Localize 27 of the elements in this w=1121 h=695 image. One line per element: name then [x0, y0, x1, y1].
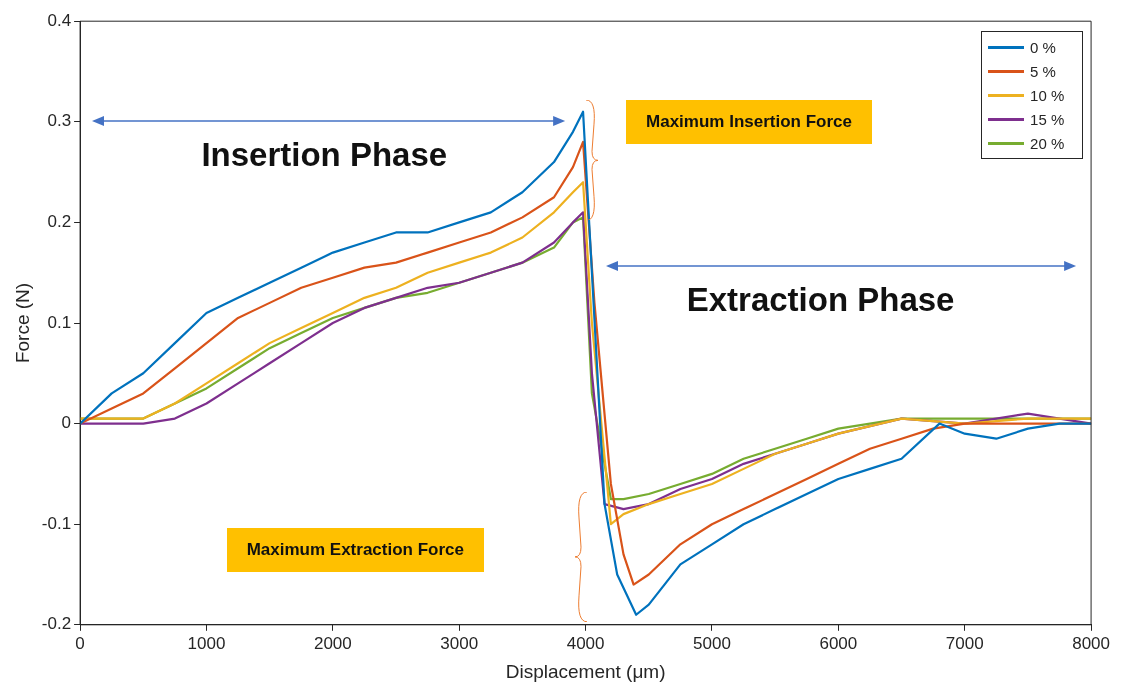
y-tick-label: 0.3	[47, 111, 72, 131]
y-tick-label: 0.4	[47, 10, 72, 30]
legend-label: 15 %	[1030, 110, 1065, 128]
x-axis-title: Displacement (μm)	[505, 660, 666, 682]
legend-label: 10 %	[1030, 86, 1065, 104]
legend-label: 20 %	[1030, 134, 1065, 152]
x-tick-label: 5000	[693, 633, 731, 653]
x-tick-label: 0	[75, 633, 85, 653]
x-tick-label: 3000	[440, 633, 479, 653]
y-tick-label: 0	[61, 413, 72, 433]
x-tick-label: 7000	[945, 633, 984, 653]
legend-label: 5 %	[1030, 62, 1056, 80]
y-tick-label: -0.2	[41, 614, 72, 634]
annotation: Insertion Phase	[201, 135, 448, 174]
x-tick-label: 1000	[187, 633, 226, 653]
x-tick-label: 4000	[566, 633, 605, 653]
x-tick-label: 8000	[1072, 633, 1110, 653]
annotation: Maximum Insertion Force	[626, 99, 872, 144]
y-axis-title: Force (N)	[11, 282, 33, 364]
x-tick-label: 2000	[313, 633, 352, 653]
legend-label: 0 %	[1030, 38, 1056, 56]
y-tick-label: 0.2	[47, 212, 72, 232]
x-tick-label: 6000	[819, 633, 858, 653]
annotation: Maximum Extraction Force	[226, 528, 484, 573]
y-tick-label: -0.1	[41, 513, 72, 533]
annotation: Extraction Phase	[686, 280, 955, 319]
y-tick-label: 0.1	[47, 312, 72, 332]
